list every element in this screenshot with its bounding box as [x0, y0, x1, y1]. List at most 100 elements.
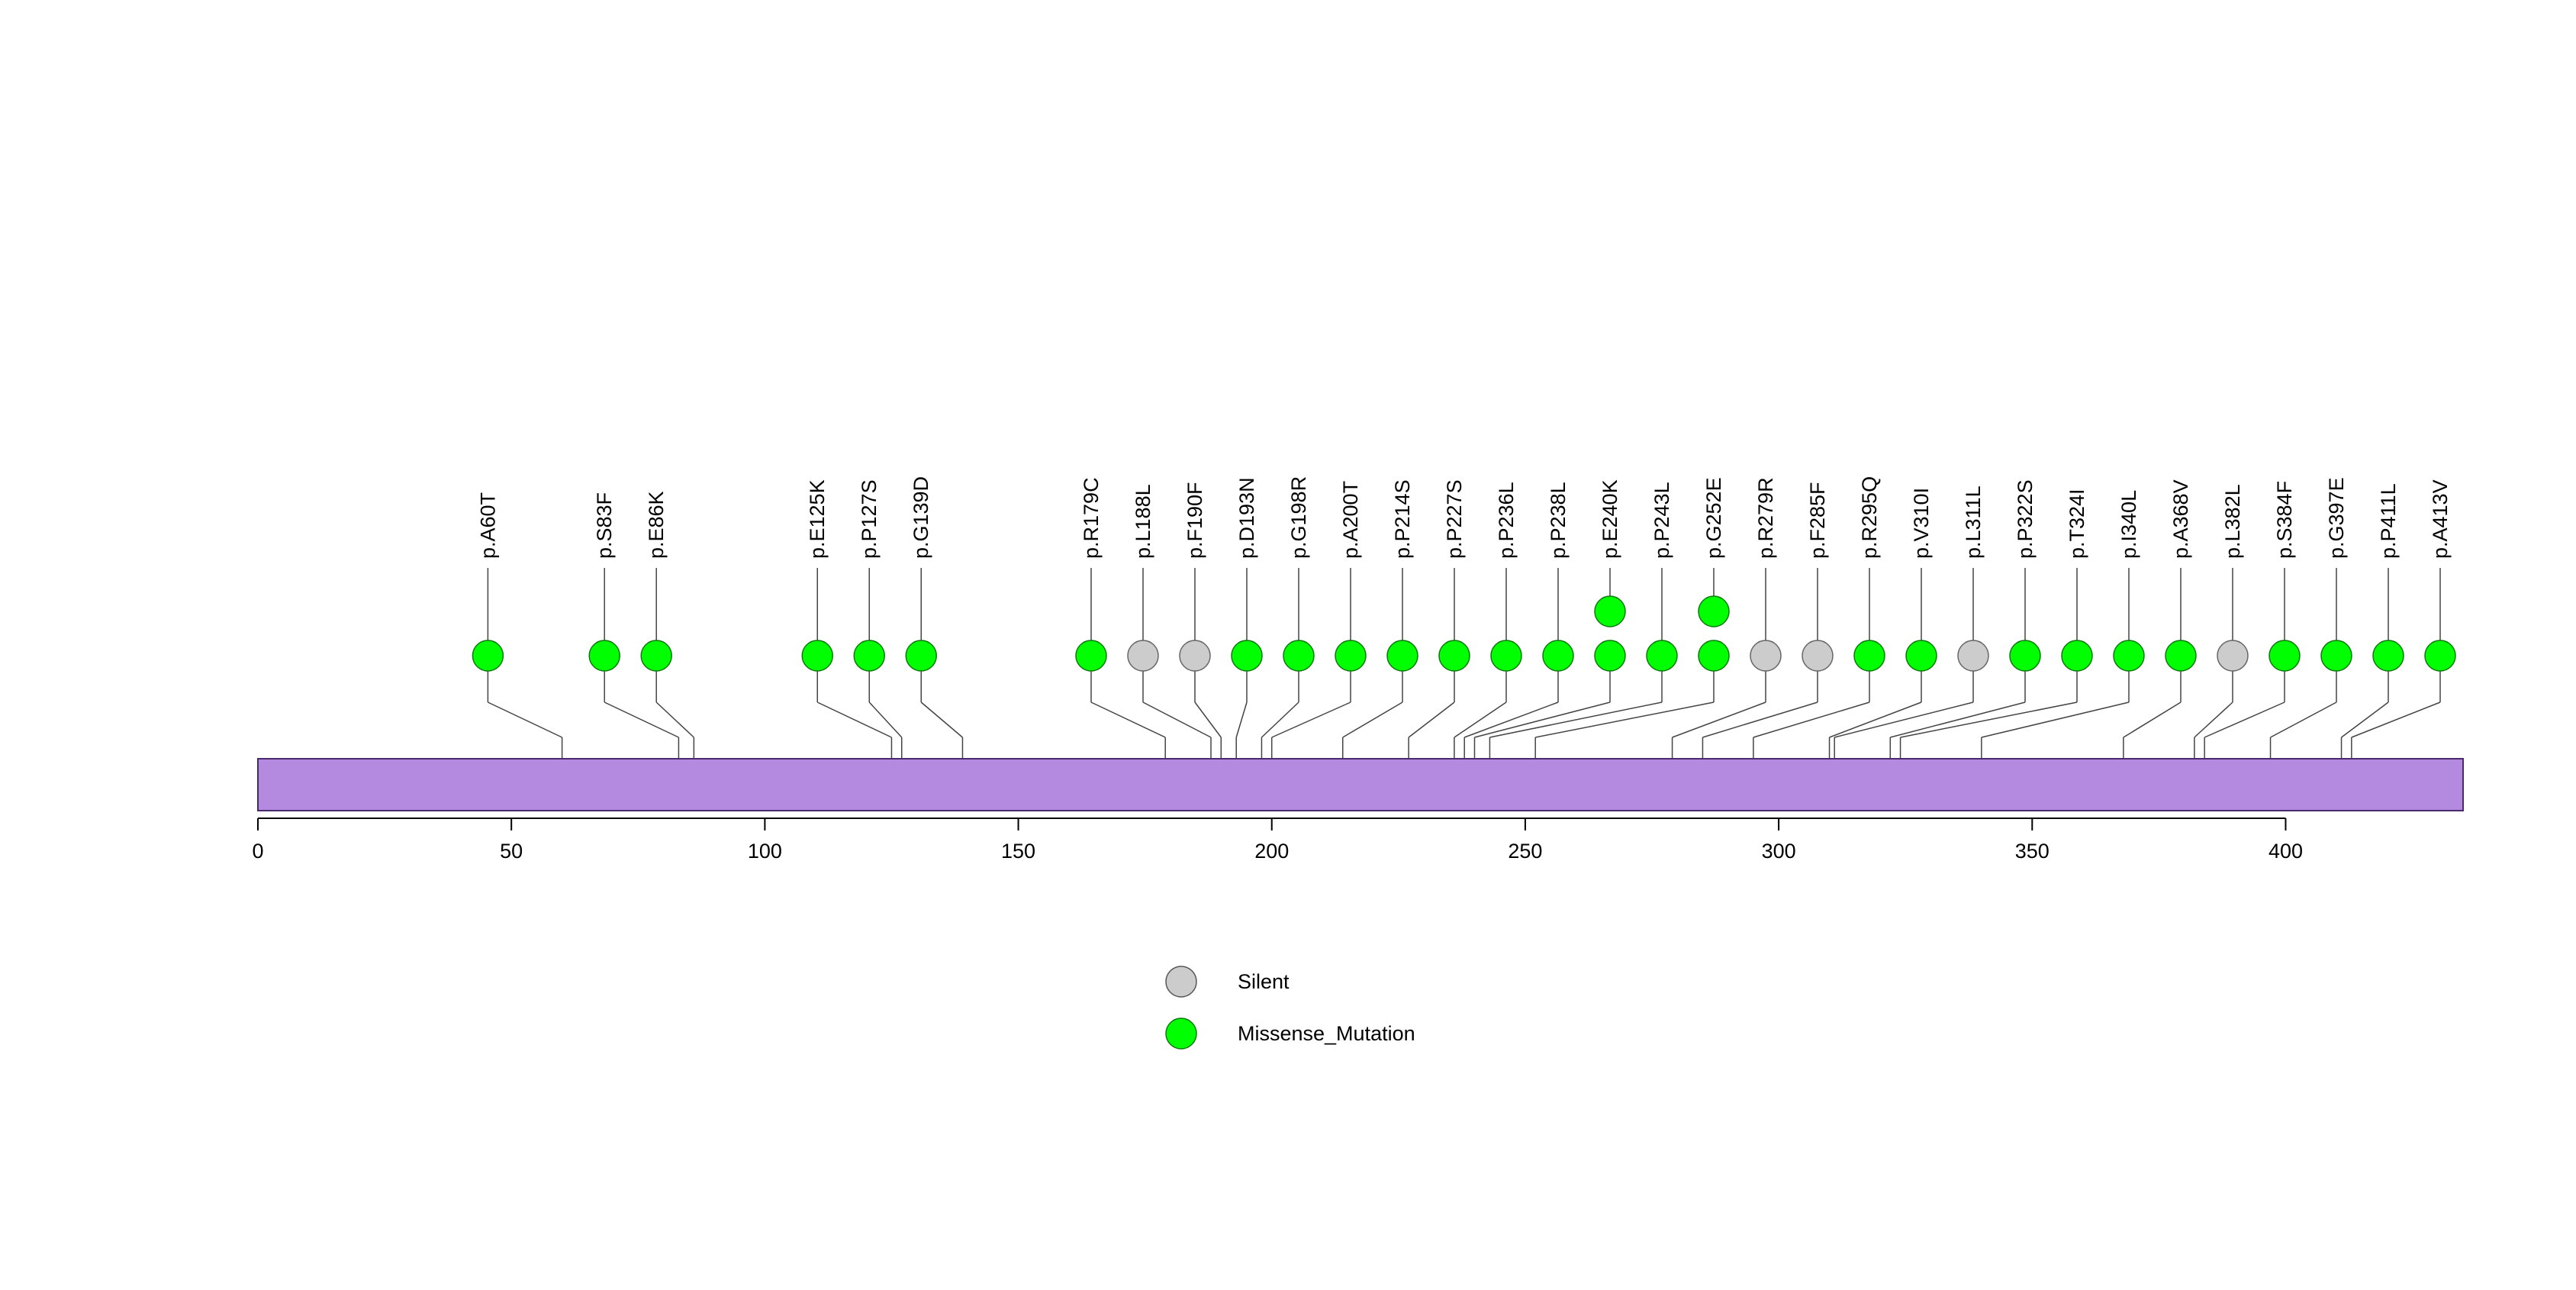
mutation-label: p.A200T [1339, 481, 1362, 559]
mutation-label: p.G252E [1702, 477, 1725, 559]
mutation-stem-diagonal [1342, 701, 1403, 738]
mutation-circle [1335, 640, 1367, 672]
mutation-stem-diagonal [1753, 701, 1870, 738]
mutation-circle [1179, 640, 1211, 672]
mutation-label: p.S384F [2273, 481, 2296, 559]
mutation-label: p.P236L [1495, 482, 1518, 559]
mutation-circle [1231, 640, 1263, 672]
mutation-circle [1490, 640, 1522, 672]
x-tick-label: 250 [1508, 840, 1542, 863]
mutation-label: p.P411L [2377, 483, 2400, 559]
mutation-stem-diagonal [868, 701, 903, 738]
x-tick-label: 200 [1254, 840, 1289, 863]
mutation-stem-diagonal [2123, 701, 2182, 738]
mutation-circle [1853, 640, 1885, 672]
mutation-label: p.P214S [1391, 479, 1414, 559]
mutation-circle [2320, 640, 2352, 672]
mutation-circle [640, 640, 672, 672]
mutation-label: p.R279R [1754, 477, 1777, 559]
mutation-label: p.F190F [1183, 482, 1206, 559]
mutation-stem-diagonal [1142, 701, 1212, 738]
protein-domain-bar [257, 758, 2464, 811]
mutation-label: p.P238L [1547, 482, 1570, 559]
mutation-label: p.E86K [645, 491, 668, 559]
mutation-stem-diagonal [604, 701, 679, 738]
mutation-circle [1283, 640, 1315, 672]
mutation-circle [1594, 640, 1626, 672]
mutation-circle [1542, 640, 1574, 672]
mutation-label: p.P127S [858, 479, 881, 559]
mutation-label: p.R295Q [1858, 476, 1881, 559]
mutation-label: p.L311L [1962, 485, 1985, 559]
mutation-label: p.R179C [1080, 477, 1103, 559]
mutation-stem-diagonal [1890, 701, 2026, 738]
mutation-stem-diagonal [1454, 701, 1507, 738]
mutation-stem-diagonal [1474, 701, 1611, 738]
mutation-circle [1698, 640, 1730, 672]
mutation-label: p.T324I [2066, 489, 2088, 559]
x-tick-label: 50 [500, 840, 523, 863]
mutation-stem-diagonal [920, 701, 963, 738]
mutation-circle [2372, 640, 2404, 672]
mutation-circle [1905, 640, 1937, 672]
mutation-label: p.E240K [1599, 479, 1621, 559]
mutation-stem-diagonal [1463, 701, 1559, 738]
mutation-circle [2217, 640, 2249, 672]
mutation-stem-diagonal [1090, 701, 1166, 738]
mutation-stem-diagonal [2204, 701, 2285, 738]
mutation-label: p.L188L [1132, 484, 1154, 559]
x-tick-label: 0 [252, 840, 263, 863]
mutation-label: p.E125K [806, 479, 829, 559]
mutation-stem-diagonal [488, 701, 562, 738]
mutation-circle [1802, 640, 1834, 672]
mutation-label: p.V310I [1910, 488, 1933, 559]
mutation-label: p.G198R [1287, 476, 1310, 559]
mutation-circle [2009, 640, 2041, 672]
x-tick-label: 400 [2268, 840, 2303, 863]
x-axis: 0 50 100 150 200 250 300 350 400 [252, 818, 2303, 863]
mutation-circle [2424, 640, 2456, 672]
x-tick-label: 350 [2015, 840, 2050, 863]
mutation-stem-diagonal [816, 701, 892, 738]
mutation-circle [2113, 640, 2145, 672]
mutation-label: p.A60T [476, 492, 499, 559]
mutation-stem-diagonal [1408, 701, 1455, 738]
mutation-circle [1594, 595, 1626, 627]
mutation-circle [801, 640, 833, 672]
mutation-label: p.D193N [1235, 477, 1258, 559]
mutation-label: p.A413V [2429, 479, 2452, 559]
mutation-circle [2165, 640, 2197, 672]
mutation-label: p.F285F [1806, 482, 1829, 559]
legend-swatch-missense [1165, 1017, 1197, 1050]
mutation-label: p.A368V [2169, 479, 2192, 559]
x-tick-label: 150 [1001, 840, 1035, 863]
mutation-stem-diagonal [1235, 701, 1248, 738]
legend-label-silent: Silent [1238, 970, 1290, 993]
mutation-stem-diagonal [1194, 701, 1222, 738]
mutation-circle [2061, 640, 2093, 672]
mutation-stem-diagonal [2270, 701, 2337, 738]
mutation-stem-diagonal [1672, 701, 1766, 738]
mutation-circle [1750, 640, 1782, 672]
mutation-label: p.L382L [2221, 484, 2244, 559]
mutation-stem-diagonal [655, 701, 694, 738]
mutation-stem-diagonal [2194, 701, 2233, 738]
mutation-stem-diagonal [1261, 701, 1299, 738]
mutation-circle [1646, 640, 1678, 672]
mutation-circle [588, 640, 620, 672]
mutation-circle [1386, 640, 1418, 672]
mutation-label: p.I340L [2117, 490, 2140, 559]
mutation-label: p.P243L [1650, 482, 1673, 559]
mutation-label: p.G397E [2325, 477, 2348, 559]
mutation-stem-diagonal [1834, 701, 1974, 738]
legend: Silent Missense_Mutation [1165, 966, 1415, 1050]
x-tick-label: 300 [1762, 840, 1796, 863]
mutation-stem-diagonal [1489, 701, 1663, 738]
mutation-circle [1075, 640, 1107, 672]
mutation-circle [1957, 640, 1989, 672]
mutation-circle [1438, 640, 1470, 672]
mutation-circle [1698, 595, 1730, 627]
mutation-stem-diagonal [1702, 701, 1818, 738]
mutation-stem-diagonal [1900, 701, 2078, 738]
